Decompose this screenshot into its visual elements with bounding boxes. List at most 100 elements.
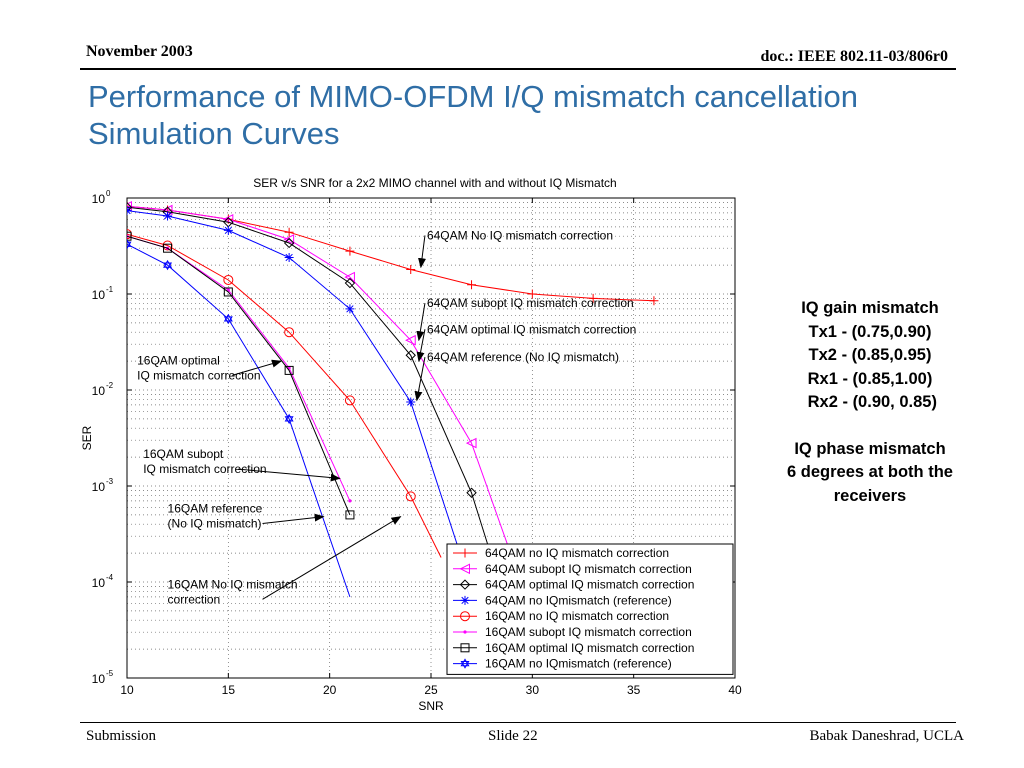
legend-label: 16QAM optimal IQ mismatch correction <box>485 641 694 655</box>
series-line <box>127 243 351 598</box>
series-7 <box>127 231 355 520</box>
series-group <box>127 200 659 598</box>
x-tick-label: 35 <box>627 683 641 697</box>
legend-marker <box>459 579 471 590</box>
annotations: 64QAM No IQ mismatch correction 64QAM sub… <box>137 228 636 606</box>
data-point <box>344 271 355 283</box>
data-point-b <box>127 241 132 250</box>
annotation-text: 64QAM subopt IQ mismatch correction <box>427 296 634 310</box>
data-point <box>163 259 173 268</box>
data-point <box>465 437 477 449</box>
series-line <box>127 206 493 558</box>
annotation-text: 16QAM subopt <box>143 447 224 461</box>
annotation-text: IQ mismatch correction <box>137 368 260 382</box>
header-doc-id: doc.: IEEE 802.11-03/806r0 <box>760 48 948 65</box>
grid <box>127 198 735 678</box>
series-line <box>127 235 351 516</box>
data-point <box>344 277 356 289</box>
data-point <box>527 289 537 299</box>
y-tick-exponent: -1 <box>106 285 114 294</box>
legend-marker-b <box>460 661 470 669</box>
legend-entry-8: 16QAM no IQmismatch (reference) <box>453 657 672 671</box>
data-point-b <box>223 316 233 325</box>
legend-marker <box>463 630 467 634</box>
annotation-text: 64QAM No IQ mismatch correction <box>427 228 613 242</box>
phase-line-1: 6 degrees at both the <box>787 463 953 481</box>
data-point <box>284 227 294 237</box>
annotation-text: (No IQ mismatch) <box>168 516 262 530</box>
annotation-text: 16QAM No IQ mismatch <box>168 577 298 591</box>
gain-mismatch-heading: IQ gain mismatch <box>801 299 939 317</box>
legend-marker <box>460 658 470 667</box>
mismatch-parameters: IQ gain mismatch Tx1 - (0.75,0.90) Tx2 -… <box>762 297 978 508</box>
data-point-b <box>284 416 294 425</box>
legend-marker <box>460 595 470 605</box>
phase-mismatch-heading: IQ phase mismatch <box>794 439 946 458</box>
data-point <box>283 237 295 249</box>
annotation-text: 64QAM reference (No IQ mismatch) <box>427 350 619 364</box>
data-point <box>127 206 132 216</box>
y-tick-label: 10 <box>92 576 106 590</box>
annotation-arrow <box>416 329 426 363</box>
series-2 <box>127 200 513 558</box>
x-tick-label: 30 <box>526 683 540 697</box>
annotation-arrow <box>414 357 426 402</box>
slide-title-line-1: Performance of MIMO-OFDM I/Q mismatch ca… <box>88 79 859 114</box>
chart-title: SER v/s SNR for a 2x2 MIMO channel with … <box>253 176 616 190</box>
y-tick-exponent: -4 <box>106 573 114 582</box>
gain-tx2: Tx2 - (0.85,0.95) <box>808 346 932 364</box>
data-point <box>406 264 416 274</box>
annotation-arrow <box>262 516 402 600</box>
legend-label: 64QAM no IQmismatch (reference) <box>485 593 672 607</box>
data-point <box>163 211 173 221</box>
annotation-4: 64QAM reference (No IQ mismatch) <box>414 350 619 402</box>
data-point <box>284 413 294 422</box>
data-point <box>345 246 355 256</box>
data-point <box>405 491 416 502</box>
spacer <box>762 415 978 438</box>
annotation-text: 64QAM optimal IQ mismatch correction <box>427 322 636 336</box>
annotation-arrow <box>416 303 426 342</box>
legend-label: 16QAM no IQmismatch (reference) <box>485 657 672 671</box>
gain-rx2: Rx2 - (0.90, 0.85) <box>803 393 937 411</box>
data-point <box>127 200 132 212</box>
footer-submission: Submission <box>86 728 157 744</box>
data-point <box>163 243 173 253</box>
x-tick-label: 10 <box>120 683 134 697</box>
x-tick-label: 40 <box>728 683 742 697</box>
annotation-2: 64QAM subopt IQ mismatch correction <box>416 296 634 342</box>
legend-entry-6: 16QAM subopt IQ mismatch correction <box>453 625 692 639</box>
legend-marker <box>460 611 470 622</box>
annotation-arrow <box>231 359 282 376</box>
legend-entry-3: 64QAM optimal IQ mismatch correction <box>453 578 694 592</box>
legend-entry-4: 64QAM no IQmismatch (reference) <box>453 593 672 607</box>
data-point <box>348 499 352 503</box>
annotation-text: IQ mismatch correction <box>143 462 266 476</box>
gain-tx1: Tx1 - (0.75,0.90) <box>808 322 932 341</box>
data-point <box>284 365 294 375</box>
y-tick-label: 10 <box>92 672 106 686</box>
data-point <box>223 225 233 235</box>
data-point <box>588 293 598 303</box>
series-4 <box>127 206 462 558</box>
legend-entry-1: 64QAM no IQ mismatch correction <box>453 546 669 560</box>
data-point-b <box>163 262 173 271</box>
data-point <box>467 280 477 290</box>
y-tick-label: 10 <box>92 480 106 494</box>
gain-rx1: Rx1 - (0.85,1.00) <box>807 369 933 388</box>
legend: 64QAM no IQ mismatch correction 64QAM sub… <box>446 543 734 675</box>
legend-label: 16QAM subopt IQ mismatch correction <box>485 625 692 639</box>
legend-entry-7: 16QAM optimal IQ mismatch correction <box>453 641 694 655</box>
slide-title: Performance of MIMO-OFDM I/Q mismatch ca… <box>88 78 858 152</box>
y-tick-label: 10 <box>92 192 106 206</box>
footer-divider <box>80 722 956 723</box>
data-point <box>345 510 355 520</box>
y-tick-label: 10 <box>92 288 106 302</box>
legend-label: 64QAM optimal IQ mismatch correction <box>485 578 694 592</box>
header-divider <box>80 68 956 70</box>
data-point <box>127 239 132 247</box>
